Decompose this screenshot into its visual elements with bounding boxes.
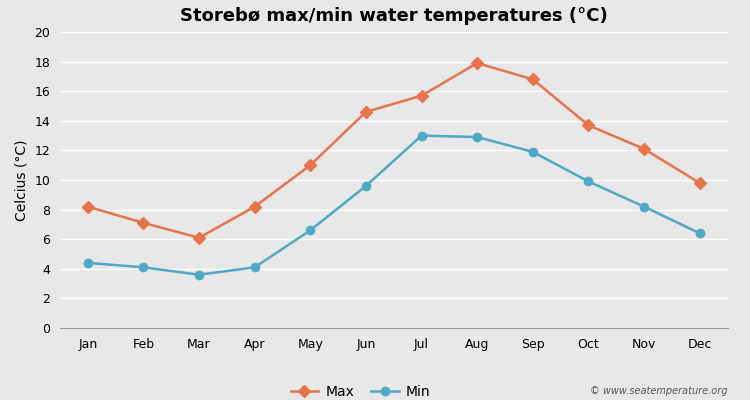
Max — [83, 204, 92, 209]
Line: Min: Min — [84, 132, 704, 279]
Min — [584, 179, 593, 184]
Min — [194, 272, 203, 277]
Max — [640, 146, 649, 151]
Min — [472, 135, 482, 140]
Min — [139, 265, 148, 270]
Max — [528, 77, 537, 82]
Max — [306, 163, 315, 168]
Max — [417, 93, 426, 98]
Min — [306, 228, 315, 233]
Max — [194, 235, 203, 240]
Max — [584, 123, 593, 128]
Min — [83, 260, 92, 265]
Max — [472, 61, 482, 66]
Title: Storebø max/min water temperatures (°C): Storebø max/min water temperatures (°C) — [180, 7, 608, 25]
Max — [362, 110, 370, 114]
Text: © www.seatemperature.org: © www.seatemperature.org — [590, 386, 728, 396]
Line: Max: Max — [84, 59, 704, 242]
Min — [362, 184, 370, 188]
Max — [139, 220, 148, 225]
Min — [640, 204, 649, 209]
Min — [528, 150, 537, 154]
Min — [251, 265, 260, 270]
Y-axis label: Celcius (°C): Celcius (°C) — [15, 139, 28, 221]
Legend: Max, Min: Max, Min — [285, 379, 436, 400]
Min — [417, 133, 426, 138]
Max — [695, 180, 704, 185]
Min — [695, 231, 704, 236]
Max — [251, 204, 260, 209]
